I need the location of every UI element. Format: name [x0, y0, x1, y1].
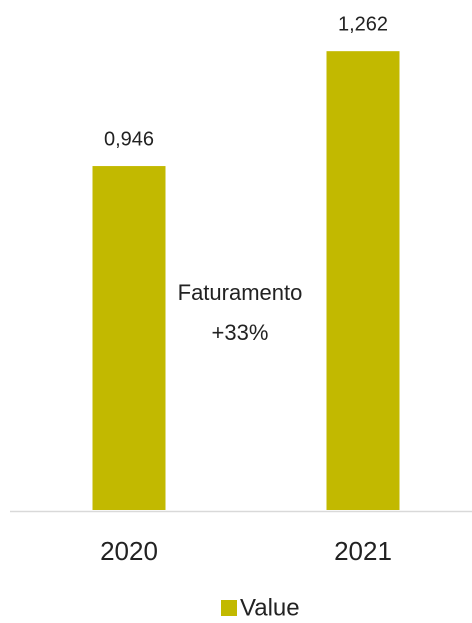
annotation: +33% [212, 320, 269, 345]
annotation: Faturamento [178, 280, 303, 305]
legend-swatch [221, 600, 237, 616]
value-label: 0,946 [104, 128, 154, 150]
legend-label: Value [240, 594, 300, 621]
x-tick-label: 2021 [334, 536, 392, 566]
bar [326, 51, 400, 511]
bar [92, 166, 166, 510]
value-label: 1,262 [338, 13, 388, 35]
x-tick-label: 2020 [100, 536, 158, 566]
